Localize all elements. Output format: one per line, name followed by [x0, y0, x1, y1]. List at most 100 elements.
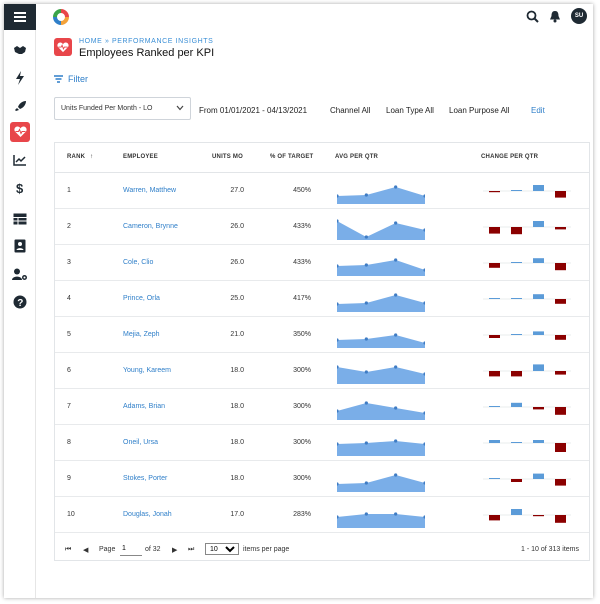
change-bar [555, 371, 566, 375]
employee-column-header[interactable]: EMPLOYEE [123, 154, 158, 160]
target-cell: 350% [293, 331, 311, 338]
sidebar-item-help[interactable]: ? [10, 292, 30, 312]
change-bar [489, 335, 500, 338]
sidebar-item-revenue[interactable]: $ [10, 178, 30, 198]
user-avatar[interactable]: SU [571, 8, 587, 24]
logo[interactable] [52, 8, 70, 31]
employee-link[interactable]: Young, Kareem [123, 367, 171, 374]
avg-point [337, 194, 339, 198]
table-header: RANK ↑ EMPLOYEE UNITS MO % OF TARGET AVG… [55, 143, 589, 173]
employee-link[interactable]: Cameron, Brynne [123, 223, 178, 230]
loan-purpose-label: Loan Purpose All [449, 106, 510, 115]
change-bar [511, 371, 522, 377]
search-icon[interactable] [526, 10, 539, 23]
avg-area [337, 514, 425, 528]
employee-link[interactable]: Prince, Orla [123, 295, 160, 302]
employee-link[interactable]: Stokes, Porter [123, 475, 168, 482]
last-page-icon[interactable]: ⏭ [188, 546, 195, 553]
employee-link[interactable]: Warren, Matthew [123, 187, 177, 194]
employee-link[interactable]: Cole, Clio [123, 259, 154, 266]
avg-point [394, 473, 398, 477]
page-icon [54, 38, 72, 56]
items-per-page-label: items per page [243, 546, 290, 553]
filter-button[interactable]: Filter [54, 74, 88, 84]
kpi-select[interactable]: Units Funded Per Month - LO [54, 97, 191, 120]
first-page-icon[interactable]: ⏮ [65, 546, 72, 553]
date-range-label: From 01/01/2021 - 04/13/2021 [199, 106, 308, 115]
change-bars [483, 221, 571, 235]
target-column-header[interactable]: % OF TARGET [270, 154, 314, 160]
change-bar [489, 371, 500, 377]
table-icon [13, 213, 27, 225]
heart-pulse-icon [13, 126, 27, 137]
avg-area [337, 221, 425, 240]
employee-link[interactable]: Adams, Brian [123, 403, 166, 410]
avg-point [394, 293, 398, 297]
employee-link[interactable]: Oneil, Ursa [123, 439, 159, 446]
hamburger-icon [14, 16, 26, 18]
avg-point [364, 512, 368, 516]
channel-label: Channel All [330, 106, 371, 115]
page-number-input[interactable] [120, 542, 142, 556]
avg-point [394, 258, 398, 262]
rank-cell: 7 [67, 403, 71, 410]
menu-toggle-button[interactable] [4, 4, 36, 30]
sidebar-item-performance[interactable] [10, 122, 30, 142]
avg-point [364, 481, 368, 485]
avg-point [364, 401, 368, 405]
help-icon: ? [13, 295, 27, 309]
rank-cell: 8 [67, 439, 71, 446]
change-column-header[interactable]: CHANGE PER QTR [481, 154, 539, 160]
employees-table: RANK ↑ EMPLOYEE UNITS MO % OF TARGET AVG… [54, 142, 590, 561]
sidebar-item-lightning[interactable] [10, 68, 30, 88]
rank-cell: 6 [67, 367, 71, 374]
sidebar-item-table[interactable] [10, 209, 30, 229]
change-bar [533, 331, 544, 335]
sidebar-item-rocket[interactable] [10, 96, 30, 116]
employee-link[interactable]: Mejia, Zeph [123, 331, 160, 338]
target-cell: 300% [293, 439, 311, 446]
avg-point [364, 337, 368, 341]
change-bar [555, 443, 566, 452]
change-bar [511, 190, 522, 191]
change-bar [533, 440, 544, 443]
sidebar-item-contacts[interactable] [10, 236, 30, 256]
table-row: 2 Cameron, Brynne 26.0 433% [55, 209, 589, 245]
edit-criteria-link[interactable]: Edit [531, 106, 545, 115]
target-cell: 300% [293, 475, 311, 482]
contact-card-icon [14, 239, 26, 253]
avg-point [423, 442, 425, 446]
rocket-icon [14, 100, 26, 111]
change-bars [483, 258, 571, 271]
units-column-header[interactable]: UNITS MO [212, 154, 243, 160]
avg-point [364, 193, 368, 197]
logo-icon [53, 9, 69, 25]
rank-cell: 10 [67, 511, 75, 518]
avg-point [423, 481, 425, 485]
change-bars [483, 402, 571, 415]
notification-bell-icon[interactable] [549, 10, 561, 23]
rank-cell: 1 [67, 187, 71, 194]
avg-point [423, 228, 425, 232]
avg-sparkline [337, 333, 425, 348]
sidebar-item-trends[interactable] [10, 150, 30, 170]
next-page-icon[interactable]: ▶ [172, 547, 178, 554]
prev-page-icon[interactable]: ◀ [83, 547, 89, 554]
dollar-icon: $ [16, 181, 24, 195]
rank-column-header[interactable]: RANK ↑ [67, 154, 93, 160]
avg-point [337, 302, 339, 306]
target-cell: 433% [293, 223, 311, 230]
breadcrumb[interactable]: HOME » PERFORMANCE INSIGHTS [79, 38, 214, 45]
sidebar: $ ? [4, 4, 36, 598]
change-bars [483, 294, 571, 304]
change-bar [511, 509, 522, 515]
sidebar-item-user-settings[interactable] [10, 264, 30, 284]
avg-column-header[interactable]: AVG PER QTR [335, 154, 379, 160]
units-cell: 18.0 [230, 367, 244, 374]
employee-link[interactable]: Douglas, Jonah [123, 511, 172, 518]
items-per-page-select[interactable]: 10 [205, 543, 239, 555]
sort-arrow-up-icon: ↑ [90, 154, 94, 160]
sidebar-item-handshake[interactable] [10, 40, 30, 60]
avg-point [394, 406, 398, 410]
rank-cell: 4 [67, 295, 71, 302]
